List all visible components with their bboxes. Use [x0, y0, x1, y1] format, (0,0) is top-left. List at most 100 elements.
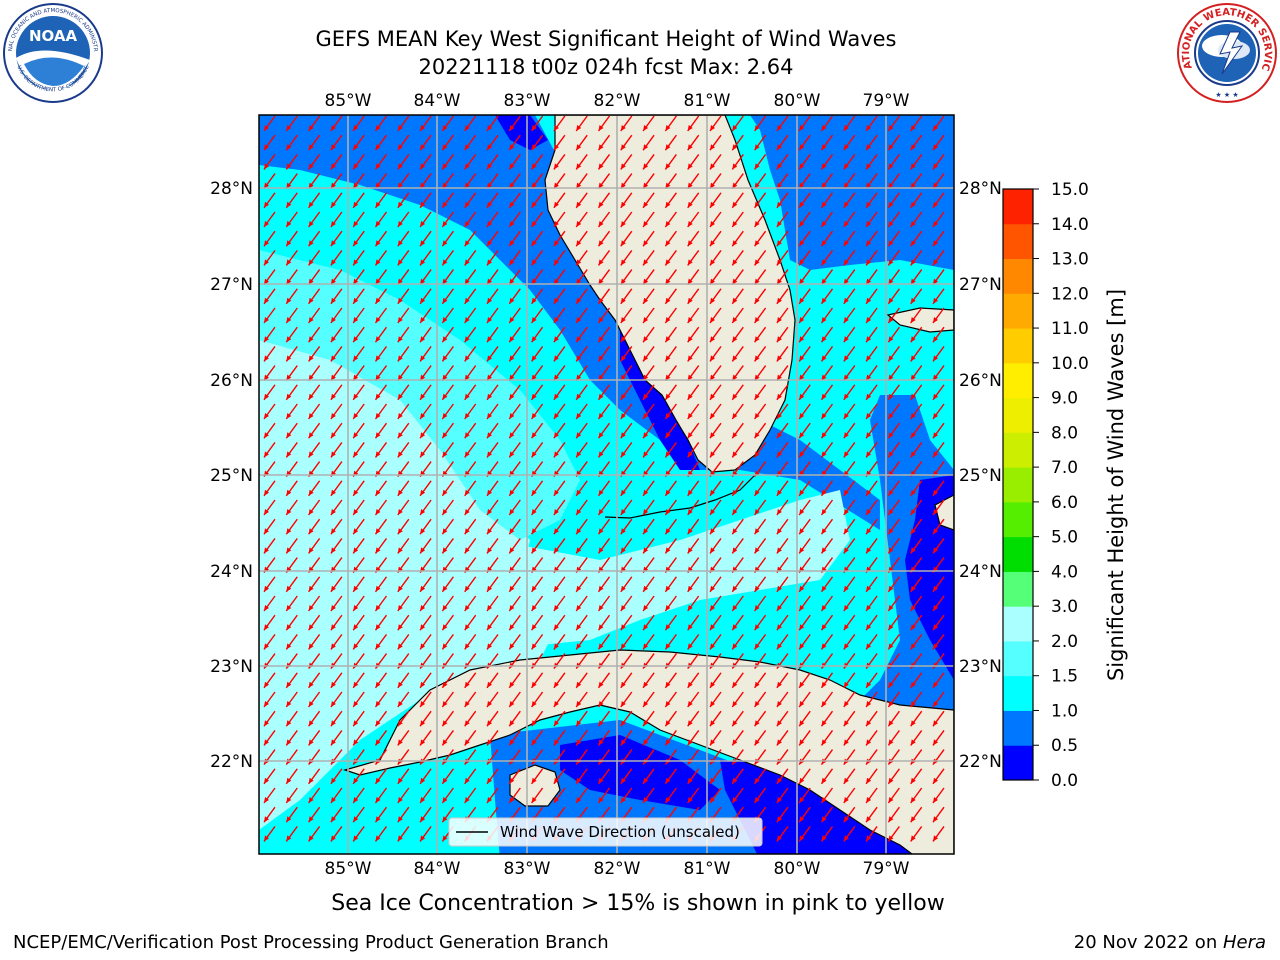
wave-arrowhead	[776, 624, 782, 631]
wave-arrowhead	[487, 432, 492, 439]
wave-arrowhead	[397, 816, 403, 823]
wave-arrowhead	[933, 777, 938, 784]
lon-label-bottom: 82°W	[594, 859, 641, 879]
wave-arrowhead	[375, 125, 381, 131]
wave-arrowhead	[643, 777, 649, 784]
wave-arrowhead	[620, 681, 626, 688]
wave-arrowhead	[286, 739, 292, 746]
wave-arrowhead	[375, 777, 381, 784]
colorbar-segment	[1003, 258, 1033, 294]
wave-arrowhead	[442, 835, 448, 842]
wave-arrowhead	[553, 125, 559, 131]
wave-arrowhead	[598, 528, 604, 535]
wave-arrowhead	[375, 739, 381, 746]
wave-arrowhead	[776, 528, 782, 535]
wave-arrowhead	[910, 432, 916, 439]
lat-labels-right: 28°N 27°N 26°N 25°N 24°N 23°N 22°N	[959, 179, 1002, 772]
wave-arrowhead	[308, 125, 314, 131]
wave-arrowhead	[866, 317, 872, 323]
wave-arrowhead	[576, 701, 582, 707]
wave-arrowhead	[598, 278, 604, 285]
wave-arrowhead	[710, 144, 715, 151]
wave-arrowhead	[397, 336, 403, 343]
wave-arrowhead	[910, 528, 916, 535]
wave-arrowhead	[866, 201, 872, 208]
wave-arrowhead	[687, 681, 693, 688]
wave-arrowhead	[866, 835, 872, 842]
wave-arrowhead	[888, 317, 894, 323]
wave-arrowhead	[553, 163, 559, 170]
wave-arrowhead	[397, 201, 403, 208]
bahamas-east	[934, 494, 954, 531]
colorbar-tick-label: 1.5	[1051, 667, 1078, 687]
wave-arrowhead	[286, 125, 292, 131]
wave-arrowhead	[375, 547, 381, 554]
wave-arrowhead	[910, 336, 916, 343]
wave-arrowhead	[933, 835, 938, 842]
wave-arrowhead	[442, 701, 448, 707]
wave-arrowhead	[397, 528, 403, 535]
wave-arrowhead	[643, 182, 649, 189]
wave-arrowhead	[687, 643, 693, 650]
wave-arrowhead	[888, 374, 894, 381]
wave-arrowhead	[330, 489, 336, 496]
wave-arrowhead	[732, 432, 738, 439]
wave-arrowhead	[330, 355, 336, 362]
wave-arrowhead	[732, 701, 738, 707]
wave-arrowhead	[531, 489, 537, 496]
wave-arrowhead	[464, 144, 470, 151]
wave-arrowhead	[888, 355, 894, 362]
wave-arrowhead	[308, 797, 314, 803]
wave-arrowhead	[866, 221, 872, 227]
wave-arrowhead	[487, 374, 492, 381]
wave-arrowhead	[732, 240, 738, 247]
wave-arrowhead	[330, 259, 336, 266]
wave-arrowhead	[487, 643, 492, 650]
wave-arrowhead	[330, 221, 336, 227]
wave-arrowhead	[442, 777, 448, 784]
wave-arrowhead	[375, 835, 381, 842]
wave-arrowhead	[888, 393, 894, 400]
wave-arrowhead	[776, 374, 782, 381]
lat-label-left: 25°N	[210, 466, 253, 486]
wave-arrowhead	[576, 317, 582, 323]
wave-arrowhead	[264, 374, 269, 381]
wave-arrowhead	[776, 797, 782, 803]
wave-arrowhead	[687, 489, 693, 496]
wave-arrowhead	[888, 605, 894, 611]
wave-arrowhead	[464, 489, 470, 496]
wave-arrowhead	[643, 297, 649, 304]
wave-arrowhead	[576, 374, 582, 381]
wave-arrowhead	[553, 182, 559, 189]
wave-arrowhead	[397, 835, 403, 842]
wave-arrowhead	[442, 585, 448, 592]
colorbar-segment	[1003, 362, 1033, 399]
wave-arrowhead	[866, 816, 872, 823]
wave-arrowhead	[732, 163, 738, 170]
wave-arrowhead	[576, 355, 582, 362]
wave-arrowhead	[866, 336, 872, 343]
wave-arrowhead	[553, 336, 559, 343]
wave-arrowhead	[888, 720, 894, 727]
colorbar-segment	[1003, 467, 1033, 503]
wave-arrowhead	[330, 393, 336, 400]
footer-right: 20 Nov 2022 on Hera	[1074, 932, 1266, 953]
wave-arrowhead	[576, 720, 582, 727]
wave-arrowhead	[420, 240, 426, 247]
wave-arrowhead	[665, 374, 671, 381]
wave-arrowhead	[308, 739, 314, 746]
wave-arrowhead	[576, 451, 582, 458]
wave-arrowhead	[553, 720, 559, 727]
wave-arrowhead	[397, 432, 403, 439]
wave-arrowhead	[732, 624, 738, 631]
wave-arrowhead	[620, 643, 626, 650]
wave-arrowhead	[710, 643, 715, 650]
wave-arrowhead	[665, 240, 671, 247]
wave-arrowhead	[843, 816, 849, 823]
wave-arrowhead	[397, 605, 403, 611]
wave-arrowhead	[821, 393, 827, 400]
wave-arrowhead	[598, 355, 604, 362]
wave-arrowhead	[576, 201, 582, 208]
wave-arrowhead	[888, 240, 894, 247]
